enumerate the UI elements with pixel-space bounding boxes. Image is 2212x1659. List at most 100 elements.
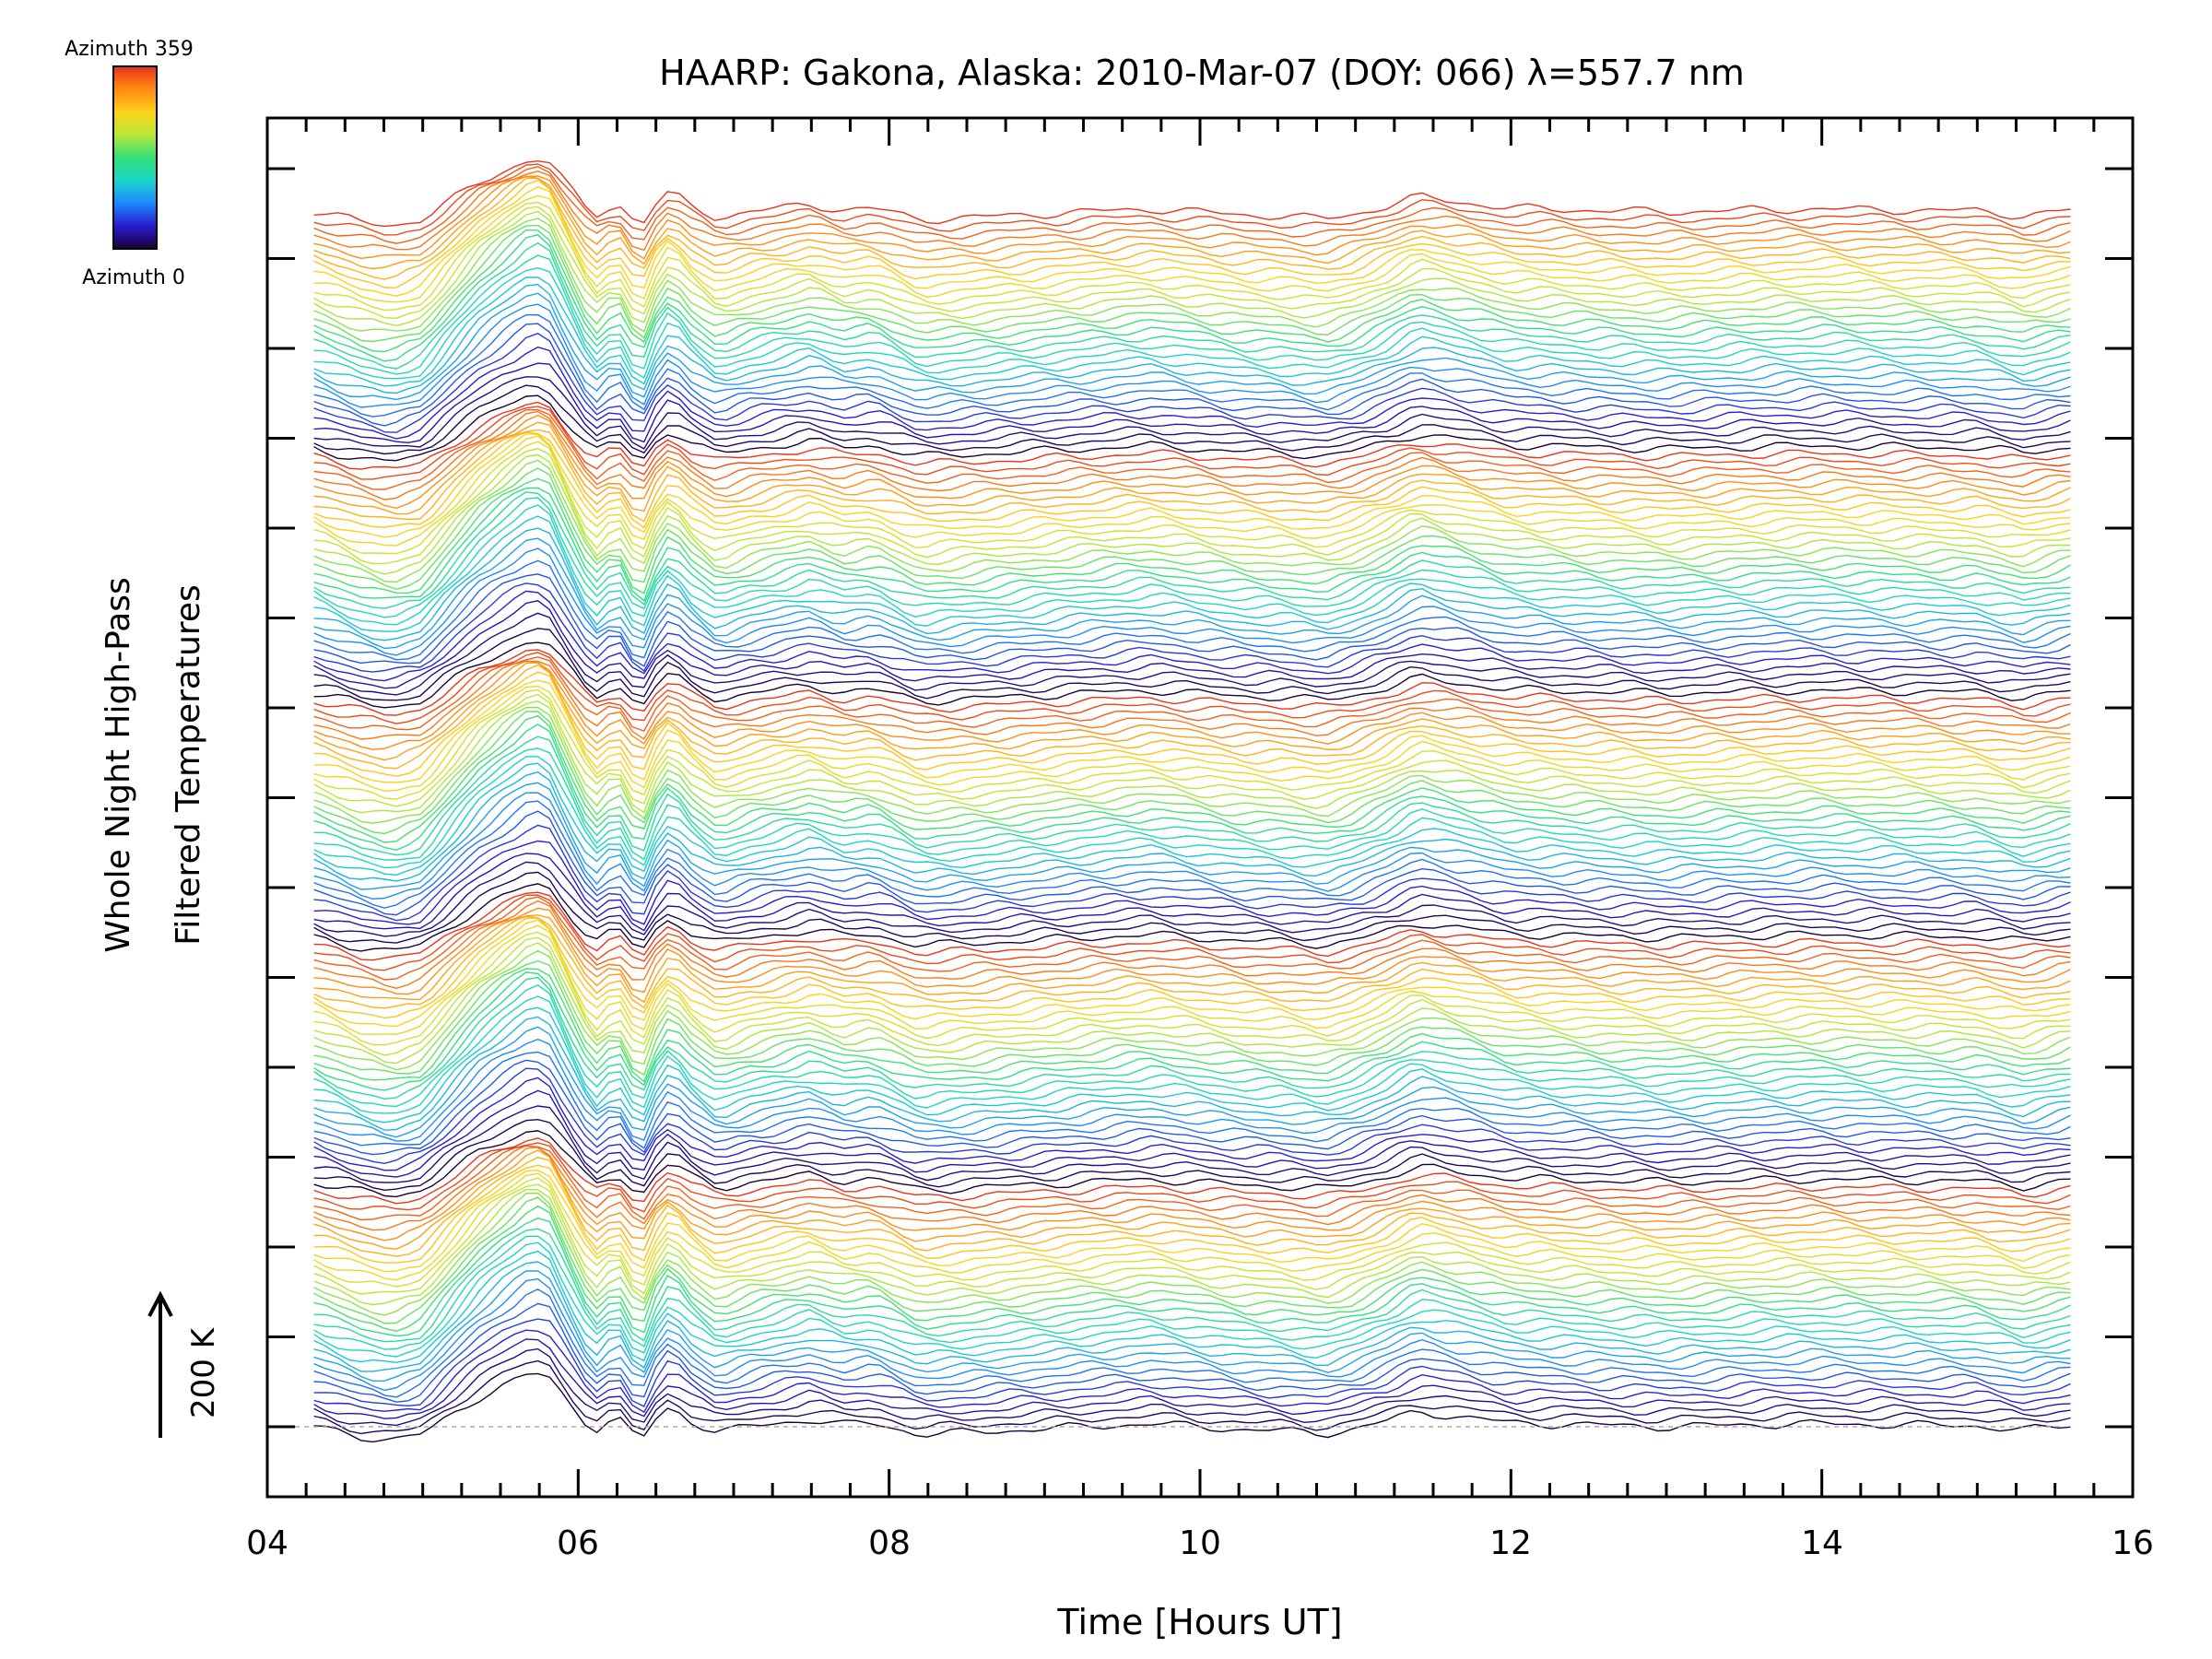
series-line xyxy=(313,995,2071,1114)
series-line xyxy=(313,1288,2071,1398)
series-line xyxy=(313,170,2071,252)
series-line xyxy=(313,303,2071,408)
series-line xyxy=(313,1192,2071,1316)
series-line xyxy=(313,408,2071,490)
series-line xyxy=(313,515,2071,632)
series-line xyxy=(313,241,2071,370)
series-line xyxy=(313,429,2071,523)
series-line xyxy=(313,968,2071,1083)
series-line xyxy=(313,800,2071,909)
series-line xyxy=(313,590,2071,682)
series-line xyxy=(313,1077,2071,1171)
series-line xyxy=(313,1188,2071,1306)
series-line xyxy=(313,453,2071,575)
series-line xyxy=(313,706,2071,824)
x-axis-label: Time [Hours UT] xyxy=(1056,1602,1342,1642)
series-line xyxy=(313,229,2071,353)
series-line xyxy=(313,185,2071,297)
series-line xyxy=(313,497,2071,618)
series-line xyxy=(313,711,2071,835)
series-line xyxy=(313,401,2071,470)
series-line xyxy=(313,1145,2071,1231)
series-line xyxy=(313,323,2071,427)
series-line xyxy=(313,1372,2071,1443)
series-line xyxy=(313,1205,2071,1333)
series-line xyxy=(313,685,2071,792)
series-line xyxy=(313,194,2071,303)
x-tick-label-14: 14 xyxy=(1801,1524,1843,1562)
series-line xyxy=(313,1338,2071,1419)
series-line xyxy=(313,1177,2071,1288)
series-line xyxy=(313,671,2071,777)
series-line xyxy=(313,915,2071,1009)
series-line xyxy=(313,649,2071,716)
series-line xyxy=(313,1145,2071,1221)
series-line xyxy=(313,1118,2071,1192)
series-line xyxy=(313,254,2071,375)
series-line xyxy=(313,771,2071,882)
series-line xyxy=(313,547,2071,656)
series-line xyxy=(313,1051,2071,1149)
series-line xyxy=(313,1302,2071,1403)
series-line xyxy=(313,894,2071,971)
series-line xyxy=(313,414,2071,510)
series-line xyxy=(313,384,2071,455)
series-line xyxy=(313,283,2071,394)
series-line xyxy=(313,1026,2071,1138)
series-line xyxy=(313,1241,2071,1358)
series-line xyxy=(313,949,2071,1071)
series-line xyxy=(313,1157,2071,1257)
series-line xyxy=(313,527,2071,641)
series-line xyxy=(313,1329,2071,1414)
series-line xyxy=(313,1149,2071,1250)
series-line xyxy=(313,1164,2071,1264)
series-line xyxy=(313,1277,2071,1392)
series-line xyxy=(313,1006,2071,1124)
series-line xyxy=(313,333,2071,433)
series-line xyxy=(313,641,2071,709)
series-line xyxy=(313,861,2071,937)
series-line xyxy=(313,924,2071,1035)
x-tick-label-08: 08 xyxy=(868,1524,911,1562)
series-line xyxy=(313,1142,2071,1213)
series-line xyxy=(313,177,2071,280)
series-line xyxy=(313,362,2071,444)
series-line xyxy=(313,735,2071,856)
series-line xyxy=(313,1347,2071,1427)
series-line xyxy=(313,206,2071,320)
series-line xyxy=(313,201,2071,312)
series-line xyxy=(313,1016,2071,1131)
series-line xyxy=(313,1147,2071,1241)
colorbar-bottom-label: Azimuth 0 xyxy=(82,266,185,289)
series-line xyxy=(313,175,2071,270)
scale-bar-label: 200 K xyxy=(185,1326,222,1418)
series-line xyxy=(313,1183,2071,1295)
series-line xyxy=(313,1105,2071,1183)
series-line xyxy=(313,504,2071,626)
x-tick-label-16: 16 xyxy=(2112,1524,2154,1562)
series-line xyxy=(313,175,2071,260)
series-line xyxy=(313,1038,2071,1142)
colorbar-top-label: Azimuth 359 xyxy=(65,38,194,61)
series-line xyxy=(313,824,2071,922)
scale-bar-arrow-head xyxy=(147,1290,173,1317)
series-line xyxy=(313,1235,2071,1350)
series-line xyxy=(313,747,2071,861)
x-tick-label-06: 06 xyxy=(557,1524,599,1562)
series-line xyxy=(313,346,2071,440)
series-line xyxy=(313,376,2071,450)
series-line xyxy=(313,394,2071,462)
series-line xyxy=(313,714,2071,843)
series-line xyxy=(313,907,2071,995)
series-line xyxy=(313,163,2071,236)
series-line xyxy=(313,210,2071,327)
series-line xyxy=(313,983,2071,1108)
series-line xyxy=(313,810,2071,916)
series-line xyxy=(313,756,2071,869)
series-line xyxy=(313,656,2071,732)
series-line xyxy=(313,218,2071,333)
series-line xyxy=(313,883,2071,952)
series-line xyxy=(313,582,2071,673)
series-line xyxy=(313,853,2071,932)
